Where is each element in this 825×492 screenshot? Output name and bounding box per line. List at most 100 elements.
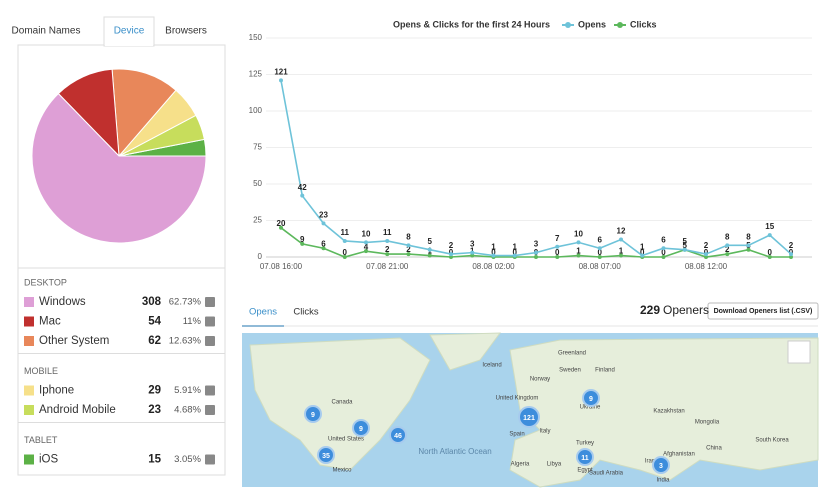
point xyxy=(725,252,730,257)
point xyxy=(597,246,602,251)
x-tick-label: 07.08 21:00 xyxy=(366,262,409,271)
device-name: Android Mobile xyxy=(39,404,116,416)
point xyxy=(406,252,411,257)
x-tick-label: 07.08 16:00 xyxy=(260,262,303,271)
map-label: Afghanistan xyxy=(663,452,695,458)
map-label: Mexico xyxy=(332,468,352,474)
y-tick-label: 25 xyxy=(253,216,262,225)
data-label: 20 xyxy=(277,219,286,228)
map-cluster[interactable] xyxy=(389,426,407,444)
data-label: 0 xyxy=(640,248,645,257)
device-count: 15 xyxy=(148,454,161,466)
device-name: Mac xyxy=(39,316,61,328)
map-cluster[interactable] xyxy=(518,406,540,428)
device-percent: 5.91% xyxy=(174,385,201,396)
cluster-count: 9 xyxy=(589,396,593,403)
y-tick-label: 150 xyxy=(249,33,263,42)
data-label: 11 xyxy=(341,228,350,237)
swatch xyxy=(24,385,34,396)
data-label: 11 xyxy=(383,228,392,237)
point xyxy=(555,244,560,249)
group-title: DESKTOP xyxy=(24,277,67,287)
map-cluster[interactable] xyxy=(652,456,670,474)
device-name: Iphone xyxy=(39,385,74,397)
expand-button[interactable] xyxy=(205,336,215,346)
swatch xyxy=(24,316,34,327)
point xyxy=(385,238,390,243)
map-label: Saudi Arabia xyxy=(589,471,624,477)
data-label: 1 xyxy=(513,243,518,252)
device-count: 54 xyxy=(148,316,161,328)
download-button[interactable] xyxy=(707,302,819,320)
fullscreen-button[interactable] xyxy=(787,340,811,364)
map-label: Egypt xyxy=(577,468,593,474)
expand-button[interactable] xyxy=(205,385,215,396)
data-label: 15 xyxy=(765,222,774,231)
data-label: 23 xyxy=(319,211,328,220)
point xyxy=(300,193,305,198)
data-label: 6 xyxy=(321,239,326,248)
openers-tab[interactable]: Opens xyxy=(249,307,277,318)
point xyxy=(342,238,347,243)
device-count: 62 xyxy=(148,335,161,347)
cluster-count: 9 xyxy=(311,412,315,419)
active-tab xyxy=(103,16,155,47)
legend-dot xyxy=(617,22,623,28)
expand-button[interactable] xyxy=(205,405,215,415)
map-cluster[interactable] xyxy=(582,389,600,407)
map-cluster[interactable] xyxy=(304,405,322,423)
data-label: 42 xyxy=(298,183,307,192)
data-label: 3 xyxy=(470,240,475,249)
tab[interactable]: Browsers xyxy=(165,26,207,37)
data-label: 1 xyxy=(491,243,496,252)
expand-button[interactable] xyxy=(205,316,215,327)
map-cluster[interactable] xyxy=(352,419,370,437)
download-label[interactable]: Download Openers list (.CSV) xyxy=(714,308,813,315)
tab[interactable]: Domain Names xyxy=(12,26,81,37)
openers-tab[interactable]: Clicks xyxy=(293,307,319,318)
chart-title: Opens & Clicks for the first 24 Hours xyxy=(393,19,550,29)
cluster-count: 46 xyxy=(394,433,402,440)
data-label: 9 xyxy=(300,235,305,244)
data-label: 8 xyxy=(406,232,411,241)
data-label: 0 xyxy=(491,248,496,257)
data-label: 1 xyxy=(640,243,645,252)
data-label: 10 xyxy=(362,230,371,239)
tab[interactable]: Device xyxy=(114,26,145,37)
map-label: Turkey xyxy=(576,441,594,447)
point xyxy=(406,243,411,248)
group-title: MOBILE xyxy=(24,366,58,376)
point xyxy=(640,253,645,258)
point xyxy=(746,247,751,252)
point xyxy=(746,243,751,248)
legend-label[interactable]: Clicks xyxy=(630,19,657,29)
map-cluster[interactable] xyxy=(317,446,335,464)
data-label: 0 xyxy=(598,248,603,257)
x-tick-label: 08.08 12:00 xyxy=(685,262,728,271)
data-label: 2 xyxy=(449,241,454,250)
point xyxy=(279,225,283,230)
device-percent: 62.73% xyxy=(169,297,202,308)
point xyxy=(619,237,623,242)
openers-label: Openers xyxy=(663,303,709,317)
y-tick-label: 50 xyxy=(253,179,262,188)
data-label: 1 xyxy=(619,247,624,256)
point xyxy=(364,240,368,245)
map-label: North Atlantic Ocean xyxy=(418,447,491,456)
data-label: 2 xyxy=(704,241,709,250)
expand-button[interactable] xyxy=(205,454,215,465)
point xyxy=(576,253,581,258)
data-label: 3 xyxy=(534,240,539,249)
x-tick-label: 08.08 07:00 xyxy=(579,262,622,271)
point xyxy=(321,246,326,251)
data-label: 8 xyxy=(746,232,751,241)
legend-label[interactable]: Opens xyxy=(578,19,606,29)
cluster-count: 35 xyxy=(322,453,330,460)
point xyxy=(767,233,772,238)
expand-button[interactable] xyxy=(205,297,215,307)
swatch xyxy=(24,454,34,465)
map-cluster[interactable] xyxy=(576,448,594,466)
point xyxy=(385,252,390,257)
legend-dot xyxy=(565,22,571,28)
